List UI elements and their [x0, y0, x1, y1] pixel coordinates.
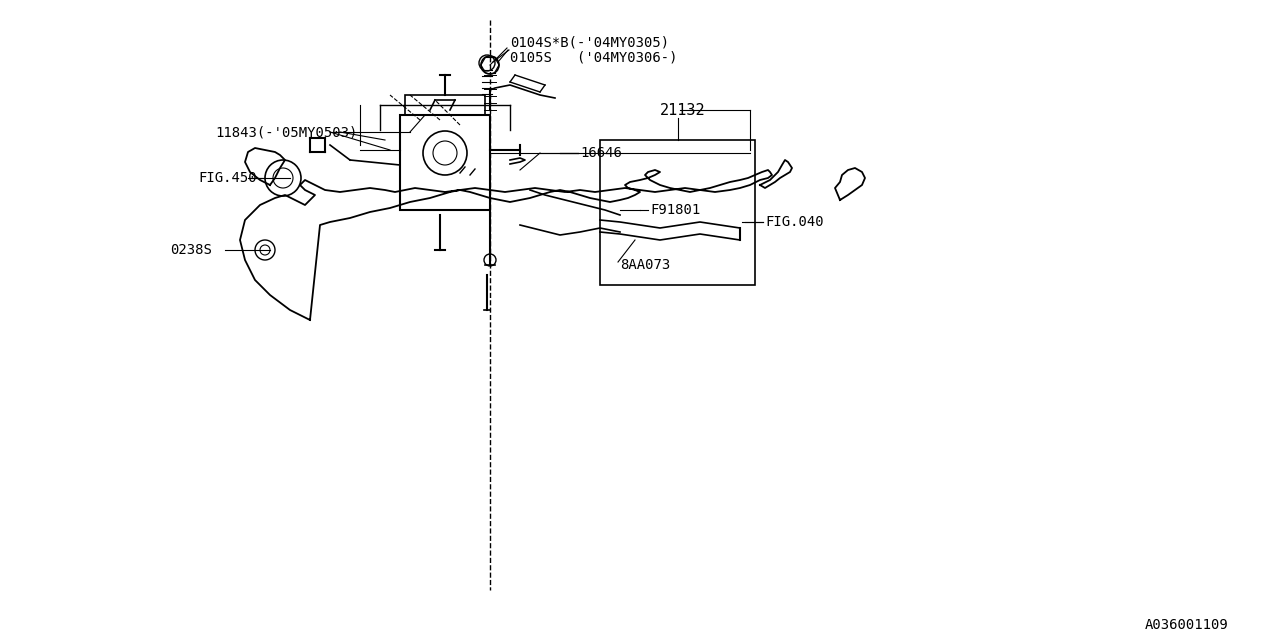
Text: 0105S   ('04MY0306-): 0105S ('04MY0306-) — [509, 50, 677, 64]
Text: A036001109: A036001109 — [1146, 618, 1229, 632]
Text: 8AA073: 8AA073 — [620, 258, 671, 272]
Bar — [600, 140, 755, 285]
Text: 11843(-'05MY0503): 11843(-'05MY0503) — [215, 125, 357, 139]
Bar — [404, 95, 485, 115]
Text: FIG.040: FIG.040 — [765, 215, 823, 229]
Text: 21132: 21132 — [660, 102, 705, 118]
Text: 0238S: 0238S — [170, 243, 212, 257]
Text: FIG.450: FIG.450 — [198, 171, 256, 185]
Bar — [401, 115, 490, 210]
Text: F91801: F91801 — [650, 203, 700, 217]
Text: 0104S*B(-'04MY0305): 0104S*B(-'04MY0305) — [509, 35, 669, 49]
Text: 16646: 16646 — [580, 146, 622, 160]
